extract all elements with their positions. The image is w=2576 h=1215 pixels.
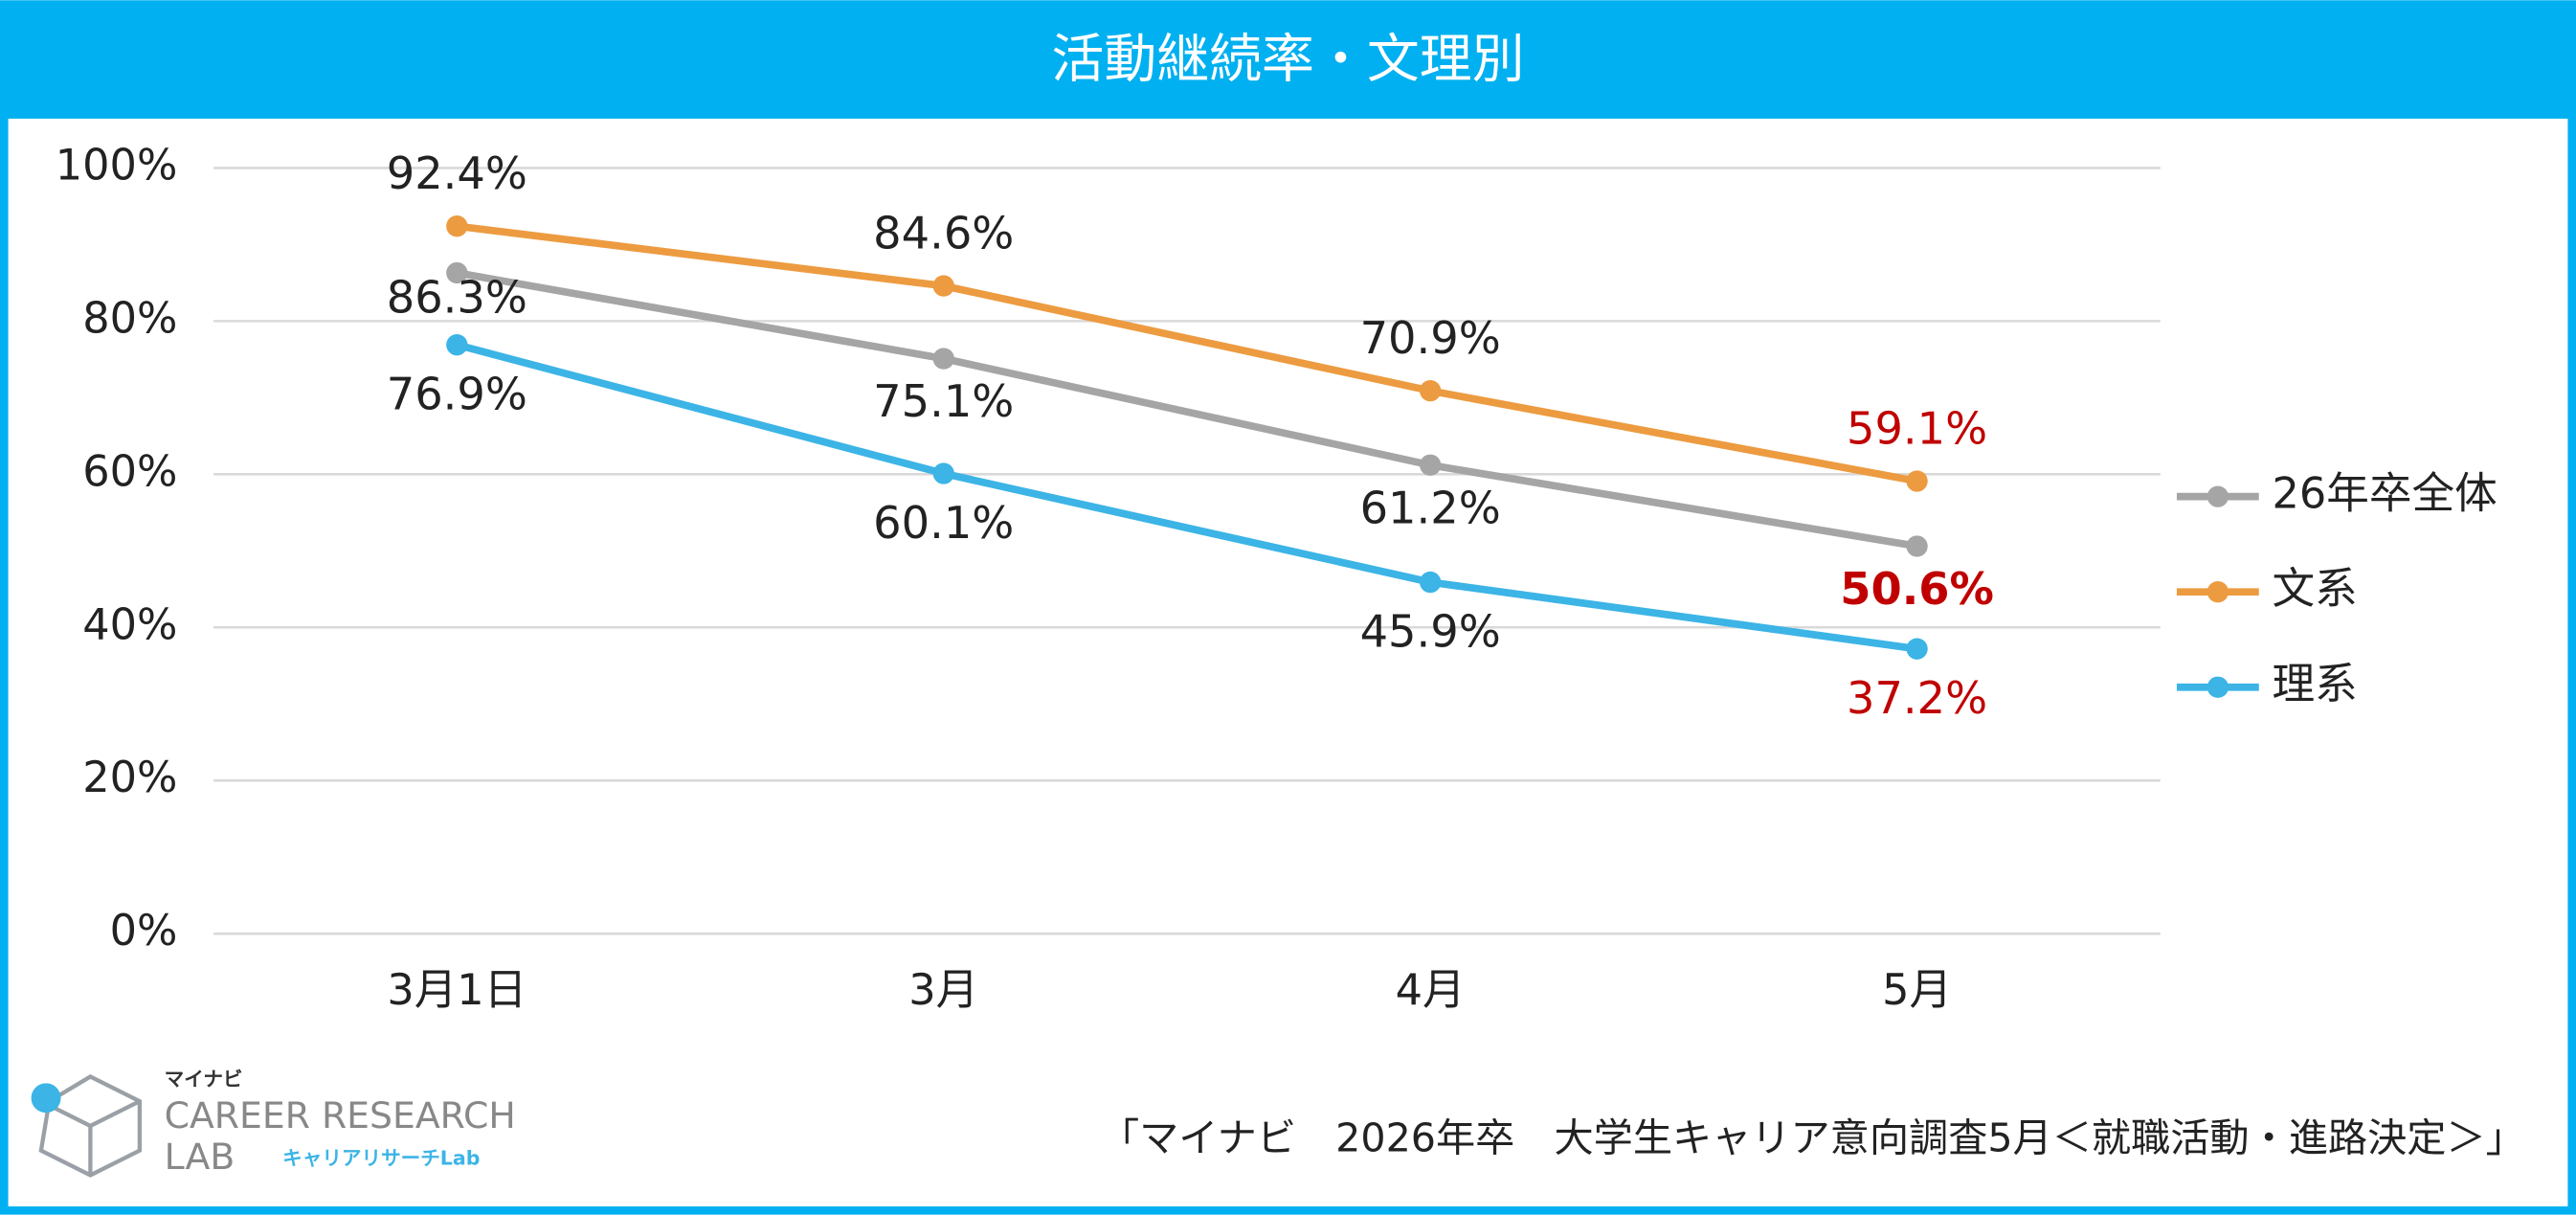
point: [1906, 535, 1928, 557]
point: [932, 462, 954, 484]
series-line: [456, 222, 1918, 485]
x-tick-label: 3月1日: [387, 965, 526, 1015]
logo-sub: キャリアリサーチLab: [282, 1146, 480, 1169]
data-label: 75.1%: [873, 375, 1014, 427]
title-bar: [0, 0, 2576, 119]
series-line: [456, 341, 1918, 653]
logo-dot: [31, 1083, 61, 1114]
y-tick-label: 60%: [82, 446, 177, 496]
data-label: 37.2%: [1847, 672, 1987, 724]
y-tick-label: 0%: [110, 906, 178, 956]
logo-brand: マイナビ: [165, 1068, 243, 1091]
point: [1906, 470, 1928, 492]
data-label: 70.9%: [1360, 312, 1501, 364]
point: [1906, 638, 1928, 660]
legend-label: 26年卒全体: [2273, 469, 2498, 519]
y-tick-label: 20%: [82, 753, 177, 802]
y-tick-label: 100%: [56, 140, 178, 190]
data-label: 86.3%: [387, 272, 527, 324]
point: [932, 275, 954, 297]
x-tick-label: 5月: [1882, 965, 1952, 1015]
data-label: 59.1%: [1847, 403, 1987, 455]
series-line: [456, 269, 1918, 551]
logo-cube: [38, 1074, 143, 1178]
data-label: 60.1%: [873, 497, 1014, 549]
x-tick-label: 4月: [1396, 965, 1466, 1015]
legend-marker: [2206, 676, 2229, 698]
point: [1420, 379, 1442, 402]
legend-label: 文系: [2273, 564, 2358, 614]
point: [932, 348, 954, 370]
legend-marker: [2206, 581, 2229, 603]
logo: マイナビ CAREER RESEARCH LAB キャリアリサーチLab: [31, 1068, 516, 1178]
legend-label: 理系: [2273, 660, 2358, 709]
source: 「マイナビ 2026年卒 大学生キャリア意向調査5月＜就職活動・進路決定＞」: [1100, 1114, 2525, 1160]
data-label: 76.9%: [387, 369, 527, 420]
y-tick-label: 40%: [82, 599, 177, 649]
legend-marker: [2206, 485, 2229, 507]
point: [446, 261, 468, 284]
point: [1420, 571, 1442, 594]
data-label: 50.6%: [1840, 563, 1994, 615]
point: [446, 215, 468, 237]
y-tick-label: 80%: [82, 293, 177, 343]
logo-name2: LAB: [165, 1136, 235, 1178]
point: [1420, 454, 1442, 476]
point: [446, 334, 468, 356]
data-label: 61.2%: [1360, 482, 1501, 533]
data-label: 45.9%: [1360, 605, 1501, 657]
chart-title: 活動継続率・文理別: [1051, 29, 1524, 90]
data-label: 92.4%: [387, 147, 527, 199]
data-label: 84.6%: [873, 208, 1014, 259]
logo-name: CAREER RESEARCH: [165, 1094, 516, 1136]
x-tick-label: 3月: [908, 965, 978, 1015]
